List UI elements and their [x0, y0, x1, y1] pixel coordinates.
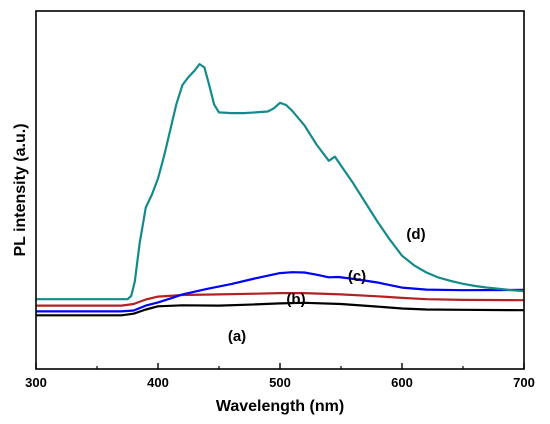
- series-line-d: [36, 62, 525, 301]
- x-axis-title: Wavelength (nm): [216, 398, 344, 415]
- series-label-c: (c): [348, 268, 366, 285]
- x-tick-label: 400: [147, 375, 169, 390]
- x-tick-label: 300: [25, 375, 47, 390]
- series-label-d: (d): [406, 226, 425, 243]
- x-tick-label: 600: [391, 375, 413, 390]
- series-line-a: [36, 301, 525, 317]
- series-annotations: (a) (b) (c) (d): [228, 226, 426, 345]
- series-layer: [36, 62, 525, 317]
- series-line-b: [36, 292, 525, 307]
- x-axis-ticks: 300 400 500 600 700: [25, 363, 535, 390]
- series-label-b: (b): [286, 291, 305, 308]
- series-line-c: [36, 271, 525, 313]
- y-axis-title: PL intensity (a.u.): [12, 123, 29, 256]
- series-label-a: (a): [228, 328, 246, 345]
- x-tick-label: 500: [269, 375, 291, 390]
- x-tick-label: 700: [513, 375, 535, 390]
